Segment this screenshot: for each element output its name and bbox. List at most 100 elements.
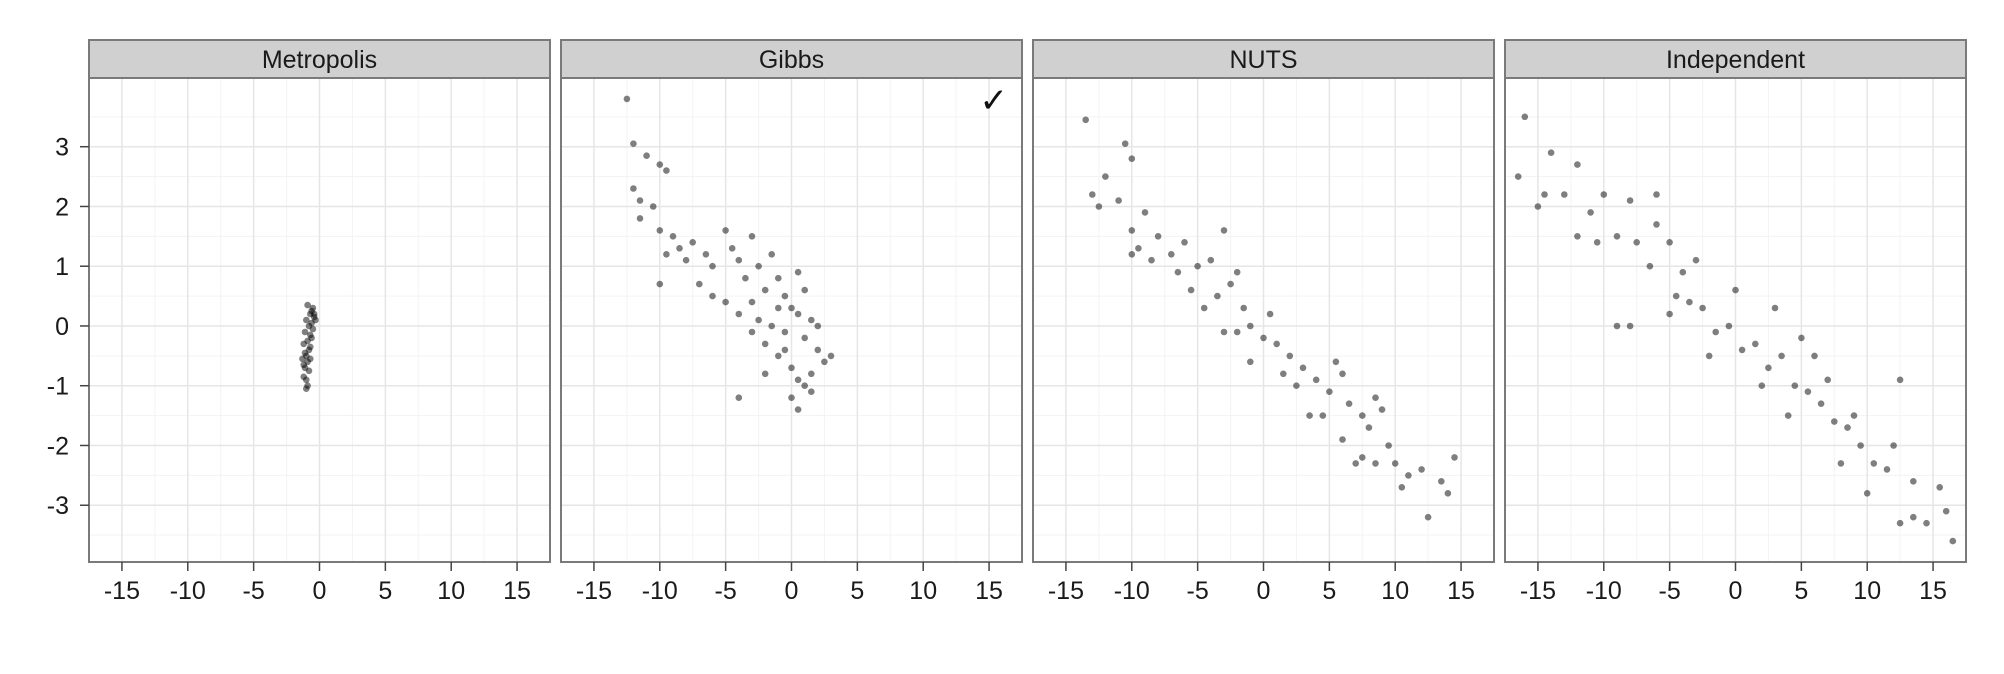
- data-point: [301, 349, 309, 357]
- strip-background: [1504, 39, 1967, 79]
- data-point: [808, 388, 815, 396]
- data-point: [794, 406, 802, 413]
- strip-background: [1032, 39, 1495, 79]
- data-point: [1817, 400, 1825, 408]
- data-point: [1613, 322, 1621, 330]
- data-point: [1890, 442, 1897, 449]
- data-point: [788, 304, 795, 312]
- data-point: [801, 286, 808, 294]
- data-point: [801, 334, 808, 342]
- data-point: [299, 355, 306, 363]
- data-point: [1666, 239, 1673, 246]
- data-point: [788, 394, 795, 402]
- data-point: [1247, 322, 1254, 330]
- data-point: [1187, 286, 1195, 294]
- x-tick-label: 5: [1794, 577, 1808, 605]
- data-point: [1738, 346, 1746, 354]
- data-point: [1451, 454, 1458, 461]
- data-point: [702, 251, 710, 258]
- data-point: [821, 358, 828, 366]
- data-point: [1574, 233, 1581, 240]
- x-tick-label: 15: [1447, 577, 1475, 605]
- x-tick-label: 10: [1381, 577, 1409, 605]
- data-point: [1626, 197, 1634, 204]
- data-point: [1220, 328, 1228, 336]
- data-point: [630, 185, 637, 192]
- x-tick-label: 0: [1257, 577, 1271, 605]
- check-icon: ✓: [980, 81, 1009, 121]
- data-point: [768, 251, 775, 258]
- points-gibbs: [623, 95, 835, 413]
- y-tick-label: 0: [55, 313, 69, 341]
- data-point: [1194, 262, 1201, 270]
- x-tick-label: -10: [642, 577, 678, 605]
- data-point: [781, 346, 789, 354]
- data-point: [1923, 519, 1930, 527]
- data-point: [1547, 149, 1555, 156]
- data-point: [742, 274, 749, 282]
- data-point: [1514, 173, 1522, 180]
- data-point: [1174, 268, 1182, 276]
- data-point: [1332, 358, 1340, 366]
- data-point: [1128, 227, 1136, 234]
- data-point: [1804, 388, 1812, 396]
- x-tick-label: 10: [909, 577, 937, 605]
- data-point: [748, 298, 756, 306]
- data-point: [308, 334, 315, 342]
- data-point: [775, 304, 782, 312]
- data-point: [1319, 412, 1327, 419]
- data-point: [649, 203, 657, 210]
- data-point: [304, 301, 311, 309]
- data-point: [630, 140, 637, 147]
- data-point: [682, 256, 690, 264]
- data-point: [1359, 454, 1366, 461]
- data-point: [1778, 352, 1785, 360]
- data-point: [1850, 412, 1858, 419]
- data-point: [1863, 490, 1871, 497]
- data-point: [1299, 364, 1307, 372]
- data-point: [761, 340, 769, 348]
- data-point: [1273, 340, 1280, 348]
- data-point: [1339, 370, 1346, 378]
- panel-title: Independent: [1666, 46, 1805, 74]
- data-point: [307, 355, 314, 363]
- data-point: [1082, 116, 1089, 124]
- data-point: [1593, 239, 1601, 246]
- x-tick-label: -5: [243, 577, 265, 605]
- data-point: [755, 316, 762, 324]
- data-point: [689, 239, 696, 246]
- data-point: [300, 361, 308, 369]
- data-point: [808, 316, 815, 324]
- data-point: [1227, 280, 1234, 288]
- data-point: [307, 343, 314, 351]
- x-tick-label: 5: [378, 577, 392, 605]
- data-point: [1280, 370, 1287, 378]
- data-point: [1286, 352, 1294, 360]
- y-tick-label: 2: [55, 193, 69, 221]
- data-point: [1128, 155, 1136, 162]
- data-point: [1372, 394, 1379, 402]
- data-point: [768, 322, 775, 330]
- data-point: [801, 382, 808, 390]
- data-point: [623, 95, 631, 103]
- data-point: [1653, 191, 1660, 198]
- x-tick-label: 15: [975, 577, 1003, 605]
- y-tick-label: -3: [47, 492, 69, 520]
- data-point: [636, 197, 644, 204]
- x-tick-label: -10: [170, 577, 206, 605]
- panel-title: Gibbs: [759, 46, 824, 74]
- data-point: [1398, 484, 1406, 491]
- data-point: [1910, 513, 1917, 521]
- data-point: [748, 328, 756, 336]
- data-point: [814, 346, 822, 354]
- data-point: [1424, 513, 1432, 521]
- data-point: [1214, 292, 1221, 300]
- data-point: [669, 233, 677, 240]
- data-point: [1207, 256, 1215, 264]
- data-point: [1686, 298, 1693, 306]
- data-point: [1359, 412, 1366, 419]
- data-point: [1883, 466, 1891, 473]
- data-point: [1266, 310, 1274, 318]
- data-point: [1444, 490, 1452, 497]
